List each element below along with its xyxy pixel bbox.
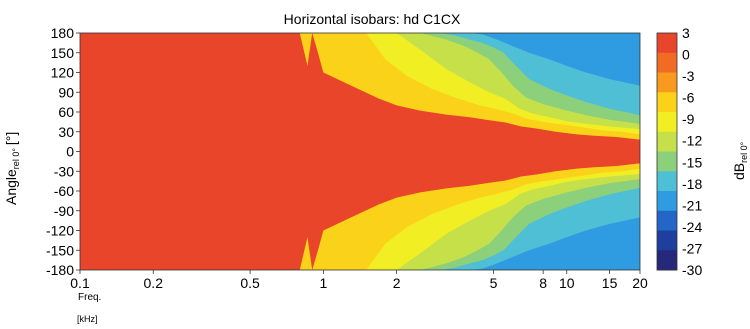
colorbar-tick-label: -27 [682,240,702,256]
y-tick-labels: 180 150 120 90 60 30 0 -30 -60 -90 -120 -150 -180 [46,25,80,278]
colorbar-swatch [657,112,677,133]
y-tick-label: 90 [58,84,74,100]
y-tick-label: 60 [58,104,74,120]
colorbar-swatch [657,52,677,73]
colorbar-swatch [657,72,677,93]
colorbar-tick-label: 3 [682,25,690,41]
colorbar-swatch [657,131,677,152]
contour-region-upper [469,33,640,86]
y-tick-label: 150 [51,45,75,61]
colorbar-tick-label: -30 [682,262,702,278]
x-tick-label: 0.5 [240,275,260,291]
contour-layer [80,33,640,270]
colorbar-tick-label: -18 [682,176,702,192]
y-tick-label: 120 [51,65,75,81]
colorbar-frame [656,32,678,271]
colorbar [656,32,678,271]
freq-unit-label: [kHz] [77,314,98,324]
y-tick-label: -180 [46,262,74,278]
y-tick-label: 30 [58,124,74,140]
plot-area [80,33,640,270]
x-tick-label: 0.1 [70,275,90,291]
colorbar-swatch [657,171,677,192]
freq-axis-label: Freq. [78,292,101,303]
colorbar-label: dBrel 0° [731,141,749,180]
x-tick-label: 8 [539,275,547,291]
colorbar-swatch [657,151,677,172]
colorbar-tick-label: -6 [682,90,695,106]
x-tick-label: 0.2 [144,275,164,291]
colorbar-swatch [657,92,677,113]
colorbar-swatch [657,33,677,54]
colorbar-swatch [657,210,677,231]
colorbar-tick-labels: 3 0 -3 -6 -9 -12 -15 -18 -21 -24 -27 -30 [682,25,702,278]
x-tick-label: 5 [490,275,498,291]
colorbar-tick-label: -12 [682,133,702,149]
colorbar-tick-label: 0 [682,47,690,63]
y-tick-label: -30 [54,163,74,179]
x-tick-label: 20 [632,275,648,291]
x-tick-label: 2 [393,275,401,291]
x-tick-label: 10 [559,275,575,291]
x-tick-labels: 0.1 0.2 0.5 1 2 5 8 10 15 20 [70,270,648,291]
colorbar-tick-label: -3 [682,68,695,84]
y-tick-label: -120 [46,223,74,239]
y-axis-label: Anglerel 0°[°] [3,132,21,205]
chart-title: Horizontal isobars: hd C1CX [284,11,461,27]
colorbar-tick-label: -24 [682,219,702,235]
y-tick-label: -90 [54,203,74,219]
colorbar-swatch [657,250,677,271]
y-tick-label: 0 [66,144,74,160]
colorbar-swatch [657,230,677,251]
y-tick-label: 180 [51,25,75,41]
contour-region-lower [469,217,640,270]
colorbar-tick-label: -9 [682,111,695,127]
colorbar-tick-label: -15 [682,154,702,170]
colorbar-swatch [657,191,677,212]
y-tick-label: -60 [54,183,74,199]
x-tick-label: 1 [319,275,327,291]
colorbar-tick-label: -21 [682,197,702,213]
x-tick-label: 15 [602,275,618,291]
y-tick-label: -150 [46,242,74,258]
